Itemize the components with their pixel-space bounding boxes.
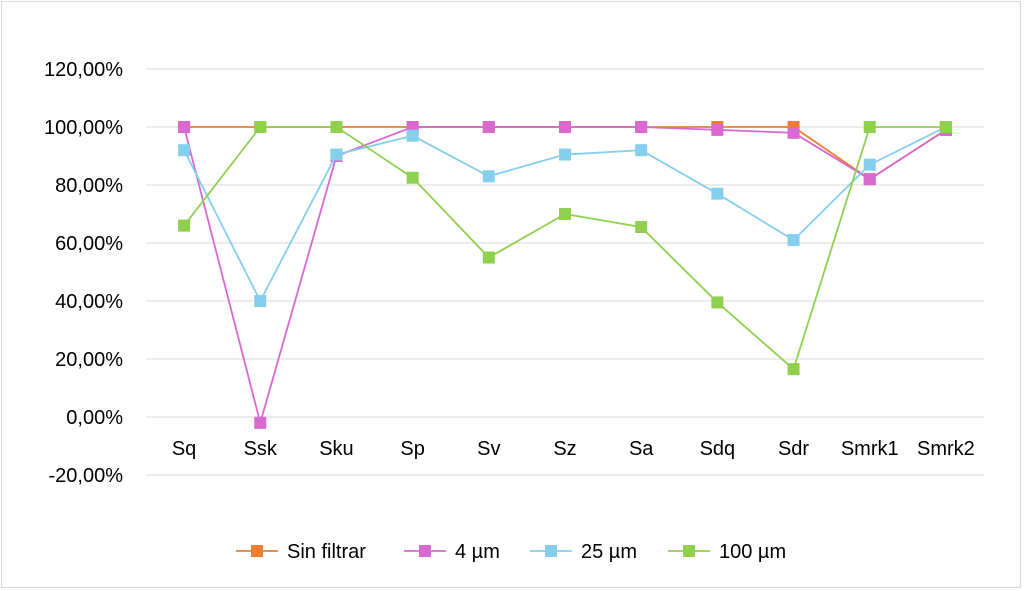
x-tick-label: Sp xyxy=(400,438,424,460)
data-point xyxy=(711,296,724,309)
legend-item: 25 µm xyxy=(530,541,637,563)
data-point xyxy=(863,121,876,133)
data-point xyxy=(406,171,419,184)
legend-marker xyxy=(419,545,431,557)
data-point xyxy=(330,148,343,161)
data-point xyxy=(711,123,724,136)
x-tick-label: Sku xyxy=(319,438,353,460)
data-point xyxy=(254,295,267,307)
legend-label: 100 µm xyxy=(719,541,786,563)
x-tick-label: Sq xyxy=(172,438,196,460)
data-point xyxy=(254,416,267,429)
y-tick-label: -20,00% xyxy=(49,465,124,487)
y-tick-label: 40,00% xyxy=(55,291,123,313)
legend-marker xyxy=(545,545,557,557)
data-point xyxy=(787,234,800,247)
data-point xyxy=(863,158,876,171)
x-tick-label: Ssk xyxy=(244,438,278,460)
data-point xyxy=(178,144,191,157)
y-tick-label: 120,00% xyxy=(44,59,123,81)
legend-label: 4 µm xyxy=(455,541,500,563)
y-axis-labels: -20,00% 0,00% 20,00% 40,00% 60,00% 80,00% 100,… xyxy=(44,59,123,487)
data-point xyxy=(863,173,876,186)
legend-label: Sin filtrar xyxy=(287,541,366,563)
legend-item: 100 µm xyxy=(668,541,786,563)
data-point xyxy=(482,121,495,133)
y-tick-label: 60,00% xyxy=(55,233,123,255)
data-point xyxy=(711,187,724,200)
data-point xyxy=(482,251,495,264)
x-axis-labels: Sq Ssk Sku Sp Sv Sz Sa Sdq Sdr Smrk1 Smrk2 xyxy=(172,438,975,460)
data-point xyxy=(787,126,800,139)
data-point xyxy=(178,121,191,133)
y-tick-label: 100,00% xyxy=(44,117,123,139)
data-point xyxy=(406,129,419,142)
data-point xyxy=(254,121,267,133)
data-point xyxy=(787,363,800,376)
x-tick-label: Sdq xyxy=(700,438,736,460)
data-point xyxy=(635,121,648,133)
data-point xyxy=(178,219,191,232)
y-tick-label: 0,00% xyxy=(66,407,123,429)
data-point xyxy=(482,170,495,183)
series-1 xyxy=(178,121,952,429)
data-point xyxy=(635,144,648,157)
series-line xyxy=(183,126,946,371)
x-tick-label: Sz xyxy=(553,438,576,460)
gridlines xyxy=(146,68,984,476)
legend-item: 4 µm xyxy=(404,541,500,563)
x-tick-label: Smrk2 xyxy=(917,438,975,460)
series-3 xyxy=(178,121,952,376)
data-point xyxy=(330,121,343,133)
legend-item: Sin filtrar xyxy=(236,541,366,563)
data-point xyxy=(559,148,571,161)
data-point xyxy=(635,221,648,234)
y-tick-label: 20,00% xyxy=(55,349,123,371)
legend-label: 25 µm xyxy=(581,541,637,563)
legend-marker xyxy=(251,545,263,557)
x-tick-label: Smrk1 xyxy=(841,438,899,460)
data-point xyxy=(559,121,571,133)
data-point xyxy=(559,208,571,220)
y-tick-label: 80,00% xyxy=(55,175,123,197)
x-tick-label: Sv xyxy=(477,438,500,460)
x-tick-label: Sa xyxy=(629,438,654,460)
series-line xyxy=(183,126,947,424)
x-tick-label: Sdr xyxy=(778,438,809,460)
series-group xyxy=(178,121,952,429)
legend-marker xyxy=(683,545,695,557)
data-point xyxy=(939,121,952,133)
legend: Sin filtrar 4 µm 25 µm 100 µm xyxy=(236,541,786,563)
